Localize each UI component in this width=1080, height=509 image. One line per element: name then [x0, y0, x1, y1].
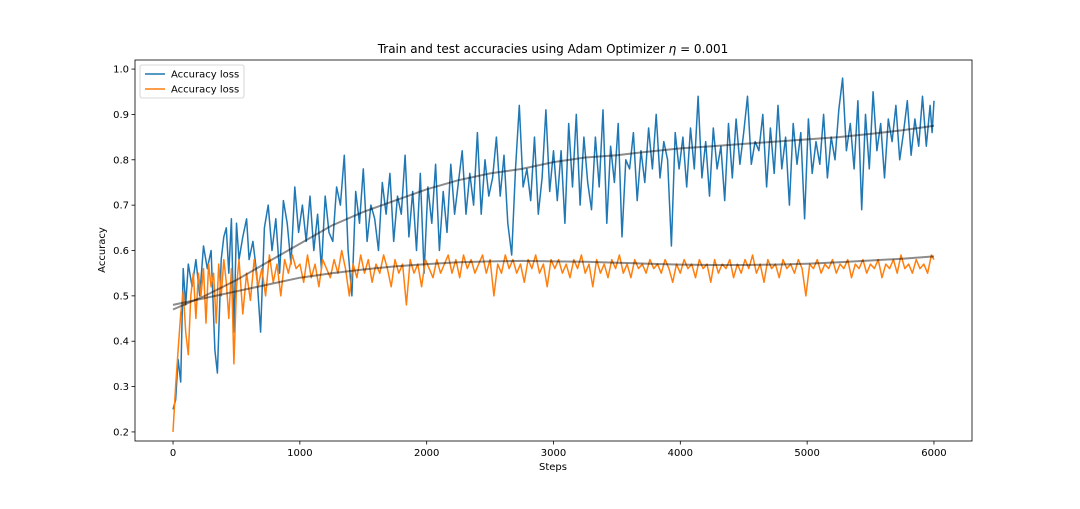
y-tick-label: 0.3 — [113, 382, 129, 393]
trend-line-1 — [172, 124, 935, 311]
legend: Accuracy loss Accuracy loss — [139, 64, 245, 99]
x-tick-label: 2000 — [414, 448, 439, 459]
series-line-1 — [172, 77, 935, 410]
trend-line-2 — [172, 255, 935, 306]
y-tick-label: 1.0 — [113, 65, 129, 76]
x-tick-label: 5000 — [794, 448, 819, 459]
x-tick-label: 3000 — [541, 448, 566, 459]
chart-title: Train and test accuracies using Adam Opt… — [377, 42, 729, 56]
legend-label-series-1: Accuracy loss — [171, 70, 239, 81]
plot-area — [172, 77, 935, 432]
y-tick-label: 0.9 — [113, 110, 129, 121]
title-symbol: η — [669, 42, 677, 56]
x-axis-label: Steps — [539, 462, 567, 473]
legend-label-series-2: Accuracy loss — [171, 85, 239, 96]
ticks: 0 1000 2000 3000 4000 5000 6000 0.2 0.3 0.4 0.5 0.6… — [113, 65, 947, 459]
y-tick-label: 0.6 — [113, 246, 129, 257]
x-tick-label: 0 — [170, 448, 176, 459]
y-tick-label: 0.5 — [113, 291, 129, 302]
x-tick-label: 1000 — [287, 448, 312, 459]
series-line-2 — [172, 249, 935, 432]
y-tick-label: 0.2 — [113, 427, 129, 438]
legend-box — [139, 64, 245, 99]
title-suffix: = 0.001 — [676, 42, 728, 56]
y-tick-label: 0.8 — [113, 155, 129, 166]
x-tick-label: 4000 — [668, 448, 693, 459]
y-tick-label: 0.4 — [113, 337, 129, 348]
y-tick-label: 0.7 — [113, 201, 129, 212]
x-tick-label: 6000 — [921, 448, 946, 459]
y-axis-label: Accuracy — [97, 227, 108, 273]
title-prefix: Train and test accuracies using Adam Opt… — [377, 42, 669, 56]
